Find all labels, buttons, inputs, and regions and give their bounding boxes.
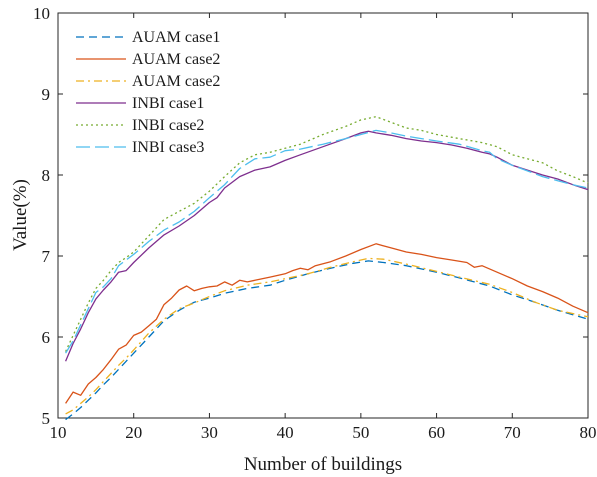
y-tick-label: 10 <box>33 4 50 23</box>
x-tick-label: 30 <box>201 423 218 442</box>
x-tick-label: 60 <box>428 423 445 442</box>
y-tick-label: 8 <box>42 166 51 185</box>
plot-area <box>57 12 589 419</box>
x-tick-label: 50 <box>352 423 369 442</box>
axis-ticks: 10 20 30 40 50 60 70 80 5 6 7 8 9 10 <box>33 4 597 442</box>
series-line-6 <box>65 129 589 354</box>
x-tick-label: 70 <box>504 423 521 442</box>
y-tick-label: 9 <box>42 85 51 104</box>
y-tick-label: 7 <box>42 247 51 266</box>
y-tick-label: 6 <box>42 328 51 347</box>
legend: AUAM case1 AUAM case2 AUAM case2 INBI case1… <box>76 29 220 156</box>
legend-label-2: AUAM case2 <box>132 51 220 68</box>
x-axis-label: Number of buildings <box>244 454 402 475</box>
x-tick-label: 10 <box>50 423 67 442</box>
series-line-1 <box>65 260 589 421</box>
series-line-3 <box>65 257 589 415</box>
y-axis-label: Value(%) <box>10 179 31 251</box>
x-tick-label: 40 <box>277 423 294 442</box>
y-tick-label: 5 <box>42 409 51 428</box>
series-line-2 <box>65 243 589 404</box>
series-line-4 <box>65 130 589 362</box>
x-tick-label: 20 <box>125 423 142 442</box>
legend-label-5: INBI case2 <box>132 117 204 134</box>
legend-label-4: INBI case1 <box>132 95 204 112</box>
legend-label-3: AUAM case2 <box>132 73 220 90</box>
series-line-5 <box>65 116 589 352</box>
x-tick-label: 80 <box>580 423 597 442</box>
series-group <box>65 116 589 421</box>
legend-label-1: AUAM case1 <box>132 29 220 46</box>
legend-label-6: INBI case3 <box>132 139 204 156</box>
